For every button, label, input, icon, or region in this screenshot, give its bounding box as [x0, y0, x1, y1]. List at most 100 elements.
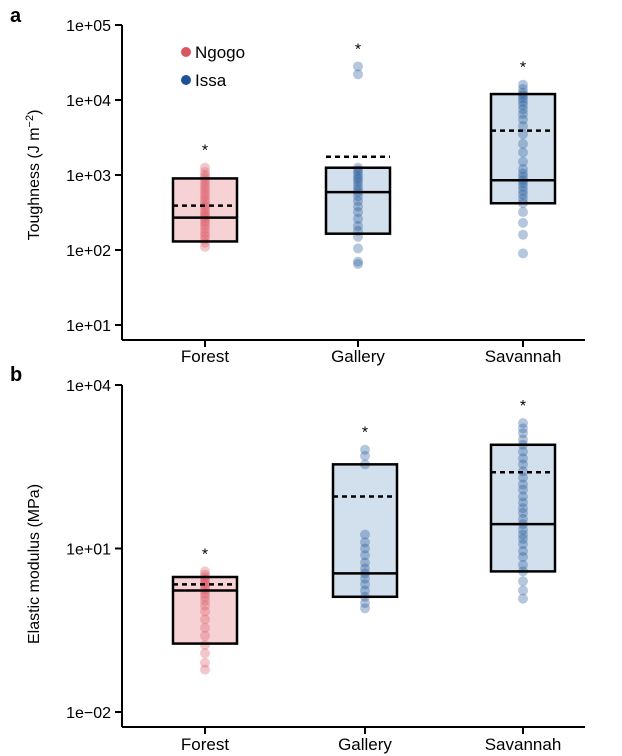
panel-a-y-tick-label: 1e+05	[66, 18, 111, 35]
panel-b-y-tick-label: 1e−02	[66, 705, 111, 722]
data-point	[518, 585, 528, 596]
box-outline-savannah	[489, 443, 557, 573]
data-point	[518, 138, 528, 149]
data-point	[200, 224, 210, 235]
data-point	[518, 497, 528, 508]
data-point	[200, 196, 210, 207]
panel-a-y-tick-label: 1e+02	[66, 243, 111, 260]
panel-a-y-title-end: )	[26, 110, 43, 115]
panel-a-x-categories: Forest Gallery Savannah	[181, 340, 561, 366]
panel-b-x-tick-label: Forest	[181, 735, 229, 754]
panel-b-y-ticks: 1e−02 1e+01 1e+04	[66, 378, 122, 722]
data-point	[360, 529, 370, 540]
data-point	[360, 603, 370, 614]
data-point	[200, 622, 210, 633]
legend: Ngogo Issa	[181, 43, 245, 90]
panel-a-y-tick-label: 1e+04	[66, 93, 111, 110]
significance-star: *	[520, 60, 526, 77]
data-point	[353, 69, 363, 80]
data-point	[200, 220, 210, 231]
data-point	[353, 201, 363, 212]
panel-a-x-tick-label: Savannah	[485, 347, 562, 366]
data-point	[360, 563, 370, 574]
data-point	[518, 423, 528, 434]
data-point	[200, 639, 210, 650]
panel-a-points	[173, 61, 555, 270]
data-point	[518, 459, 528, 470]
panel-a-axes	[121, 25, 585, 341]
panel-a-y-axis-title: Toughness (J m−2)	[24, 110, 43, 241]
data-point	[200, 217, 210, 228]
data-point	[200, 657, 210, 668]
data-point	[353, 207, 363, 218]
panel-a-y-title-main: Toughness (J m	[26, 127, 43, 240]
box-fill-savannah	[491, 94, 555, 204]
data-point	[518, 503, 528, 514]
panel-b-x-tick-label: Gallery	[338, 735, 392, 754]
panel-a-toughness: a * * * 1e+01 1e+02 1e+03 1e+04 1e+05 Forest Ga…	[10, 5, 585, 366]
panel-b-significance: * * *	[202, 398, 526, 563]
legend-label-issa: Issa	[195, 71, 227, 90]
data-point	[360, 573, 370, 584]
data-point	[353, 177, 363, 188]
panel-b-y-tick-label: 1e+04	[66, 378, 111, 395]
panel-b-elastic-modulus: b * * * 1e−02 1e+01 1e+04 Forest Gallery Savan…	[10, 364, 585, 754]
panel-a-boxes	[171, 92, 557, 243]
data-point	[518, 545, 528, 556]
legend-marker-ngogo	[181, 47, 191, 57]
panel-a-y-tick-label: 1e+01	[66, 318, 111, 335]
panel-letter-a: a	[10, 5, 22, 27]
data-point	[518, 121, 528, 132]
panel-letter-b: b	[10, 364, 22, 386]
data-point	[353, 256, 363, 267]
data-point	[518, 189, 528, 200]
data-point	[353, 171, 363, 182]
panel-a-x-tick-label: Gallery	[331, 347, 385, 366]
data-point	[353, 213, 363, 224]
data-point	[360, 450, 370, 461]
data-point	[200, 190, 210, 201]
data-point	[353, 61, 363, 72]
data-point	[360, 537, 370, 548]
data-point	[518, 217, 528, 228]
data-point	[353, 243, 363, 254]
panel-a-y-tick-label: 1e+03	[66, 168, 111, 185]
data-point	[200, 600, 210, 611]
data-point	[518, 472, 528, 483]
data-point	[518, 164, 528, 175]
data-point	[200, 241, 210, 252]
data-point	[518, 593, 528, 604]
box-outline-savannah	[489, 92, 557, 205]
data-point	[353, 180, 363, 191]
data-point	[518, 100, 528, 111]
data-point	[360, 543, 370, 554]
data-point	[518, 193, 528, 204]
data-point	[200, 193, 210, 204]
data-point	[353, 191, 363, 202]
data-point	[518, 109, 528, 120]
box-outline-gallery	[331, 463, 399, 599]
data-point	[353, 168, 363, 179]
significance-star: *	[355, 41, 361, 58]
data-point	[200, 591, 210, 602]
data-point	[518, 434, 528, 445]
box-fill-forest	[173, 576, 237, 644]
data-point	[518, 428, 528, 439]
data-point	[360, 598, 370, 608]
panel-a-x-tick-label: Forest	[181, 347, 229, 366]
data-point	[518, 513, 528, 524]
data-point	[360, 585, 370, 596]
data-point	[518, 479, 528, 490]
data-point	[518, 207, 528, 218]
significance-star: *	[520, 398, 526, 415]
data-point	[200, 595, 210, 606]
box-fill-forest	[173, 178, 237, 242]
data-point	[360, 550, 370, 561]
data-point	[518, 147, 528, 158]
box-fill-gallery	[333, 464, 397, 597]
data-point	[200, 566, 210, 577]
panel-a-y-title-superscript: −2	[24, 115, 36, 128]
legend-marker-issa	[181, 75, 191, 85]
data-point	[518, 79, 528, 90]
